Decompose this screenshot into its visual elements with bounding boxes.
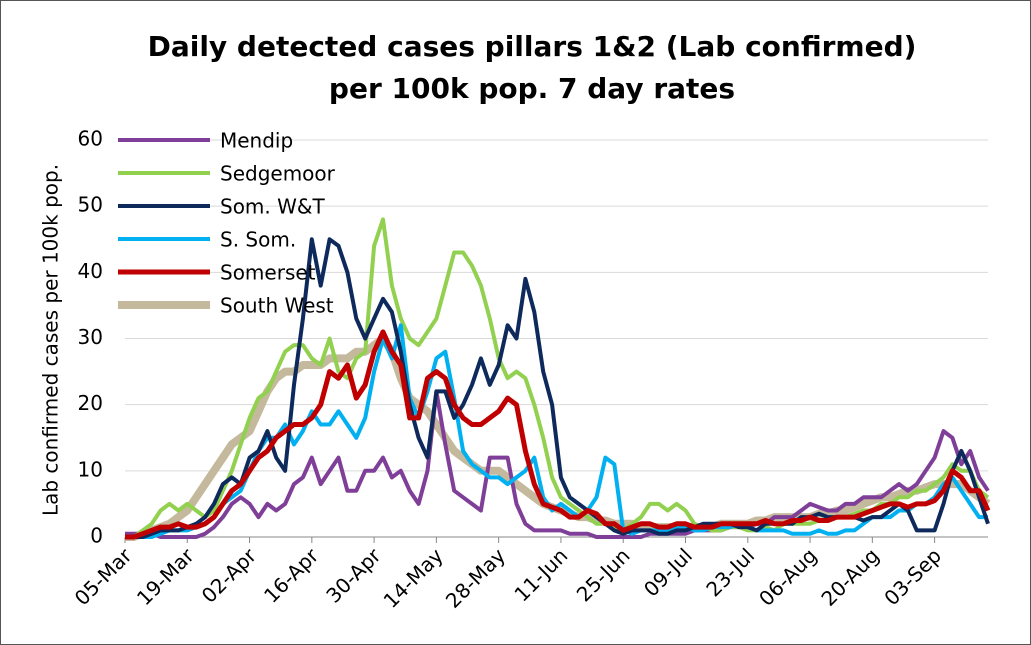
legend-label: Mendip (220, 129, 293, 153)
legend-label: South West (220, 294, 334, 318)
series-line (125, 329, 991, 540)
y-tick-label: 60 (78, 127, 103, 151)
legend-label: Som. W&T (220, 195, 326, 219)
legend-label: Sedgemoor (220, 162, 336, 186)
chart-title: per 100k pop. 7 day rates (329, 72, 735, 105)
legend-label: Somerset (220, 261, 316, 285)
y-tick-label: 40 (78, 259, 103, 283)
chart-title: Daily detected cases pillars 1&2 (Lab co… (148, 30, 917, 63)
y-tick-label: 10 (78, 457, 103, 481)
y-tick-label: 30 (78, 325, 103, 349)
y-tick-label: 0 (90, 524, 103, 548)
legend-label: S. Som. (220, 228, 296, 252)
y-tick-label: 50 (78, 193, 103, 217)
y-tick-label: 20 (78, 391, 103, 415)
y-axis-label: Lab confirmed cases per 100k pop. (39, 164, 63, 516)
series-line (125, 389, 990, 539)
